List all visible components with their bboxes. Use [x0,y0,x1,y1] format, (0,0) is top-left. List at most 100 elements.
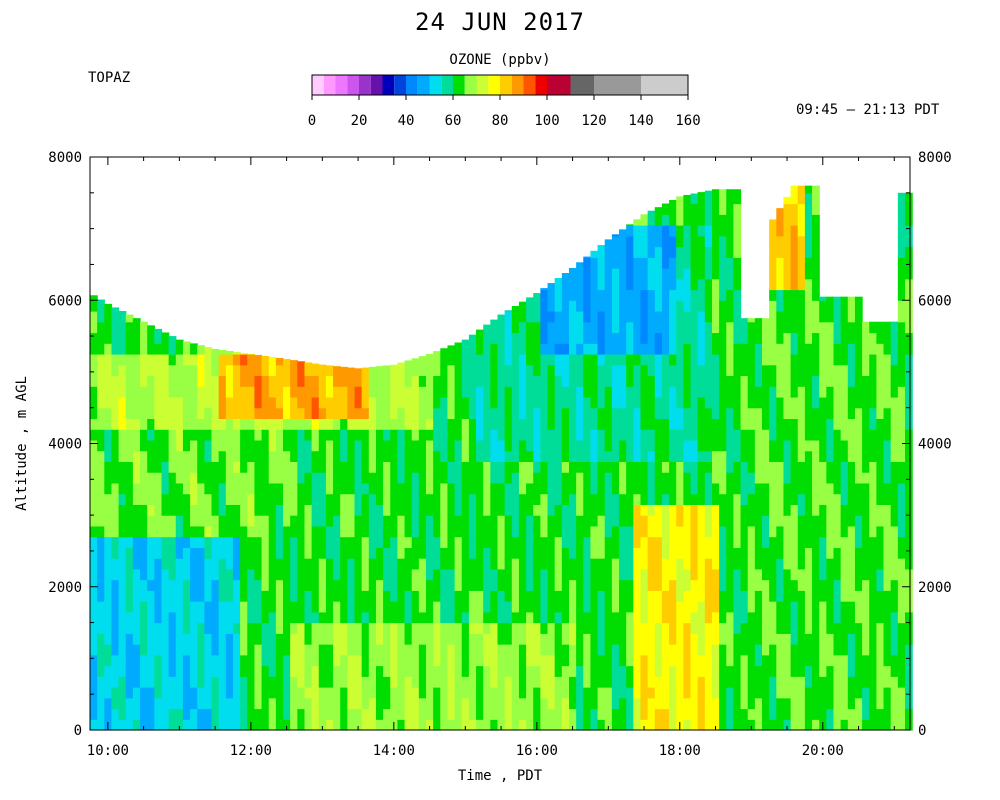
ozone-cell [118,461,127,473]
ozone-cell [154,472,163,484]
ozone-cell [147,708,155,720]
ozone-cell [232,547,241,559]
ozone-cell [240,364,248,377]
ozone-cell [240,676,248,688]
ozone-cell [232,472,241,484]
ozone-cell [411,547,420,559]
ozone-cell [554,439,563,452]
ozone-cell [526,386,534,398]
ozone-cell [661,332,670,344]
ozone-cell [468,708,477,720]
ozone-cell [111,321,120,334]
ozone-cell [647,225,656,237]
ozone-cell [190,439,198,452]
ozone-cell [704,644,713,656]
ozone-cell [783,396,792,409]
ozone-cell [733,654,742,667]
ozone-cell [619,697,627,710]
ozone-cell [497,665,506,677]
ozone-cell [604,386,613,398]
ozone-cell [833,493,842,505]
ozone-cell [568,310,577,323]
ozone-cell [733,697,742,710]
ozone-cell [568,461,577,473]
ozone-cell [454,558,463,570]
ozone-cell [633,235,642,248]
ozone-cell [797,321,806,334]
ozone-cell [268,504,277,516]
ozone-cell [247,450,256,463]
ozone-cell [397,590,406,602]
ozone-cell [897,697,906,710]
ozone-cell [175,676,184,688]
ozone-cell [140,687,148,699]
ozone-cell [190,697,198,710]
ozone-cell [161,343,170,355]
ozone-cell [125,536,134,548]
ozone-cell [619,547,627,559]
ozone-cell [690,225,699,237]
ozone-cell [604,558,613,570]
ozone-cell [740,407,749,420]
ozone-cell [540,633,549,645]
ozone-cell [733,364,742,377]
ozone-cell [383,687,391,699]
ozone-cell [697,654,706,667]
ozone-cell [433,633,441,645]
ozone-cell [797,257,806,269]
ozone-cell [504,633,513,645]
ozone-cell [776,515,785,527]
ozone-cell [97,633,105,645]
ozone-cell [340,536,348,548]
ozone-cell [683,429,692,441]
ozone-cell [897,568,906,581]
ozone-cell [518,719,527,731]
ozone-cell [504,504,513,516]
ozone-cell [690,568,699,581]
ozone-cell [132,590,141,602]
ozone-cell [97,429,105,441]
ozone-cell [554,633,563,645]
ozone-cell [311,482,320,495]
site-label: TOPAZ [88,70,131,86]
ozone-cell [490,396,499,409]
ozone-cell [140,579,148,591]
ozone-cell [726,654,735,667]
ozone-cell [776,676,785,688]
ozone-cell [275,676,284,688]
ozone-cell [375,418,384,430]
ozone-cell [769,504,777,516]
ozone-cell [190,708,198,720]
ozone-cell [368,687,377,699]
ozone-cell [347,665,356,677]
ozone-cell [847,665,856,677]
ozone-cell [468,536,477,548]
colorbar-bin [382,75,395,95]
ozone-cell [511,644,520,656]
ozone-cell [461,665,470,677]
ozone-cell [762,611,770,624]
ozone-cell [132,708,141,720]
ozone-cell [819,601,827,613]
ozone-cell [204,515,213,527]
ozone-cell [232,439,241,452]
ozone-cell [504,375,513,387]
ozone-cell [111,429,120,441]
ozone-cell [511,558,520,570]
ozone-cell [90,697,98,710]
ozone-cell [826,310,835,323]
ozone-cell [876,332,885,344]
ozone-cell [661,493,670,505]
ozone-cell [154,418,163,430]
ozone-cell [168,687,177,699]
ozone-cell [854,590,863,602]
ozone-cell [697,246,706,258]
ozone-cell [804,185,813,194]
ozone-cell [368,504,377,516]
ozone-cell [690,300,699,312]
ozone-cell [268,439,277,452]
ozone-cell [633,225,642,237]
ozone-cell [869,601,877,613]
ozone-cell [876,407,885,420]
ozone-cell [354,644,363,656]
